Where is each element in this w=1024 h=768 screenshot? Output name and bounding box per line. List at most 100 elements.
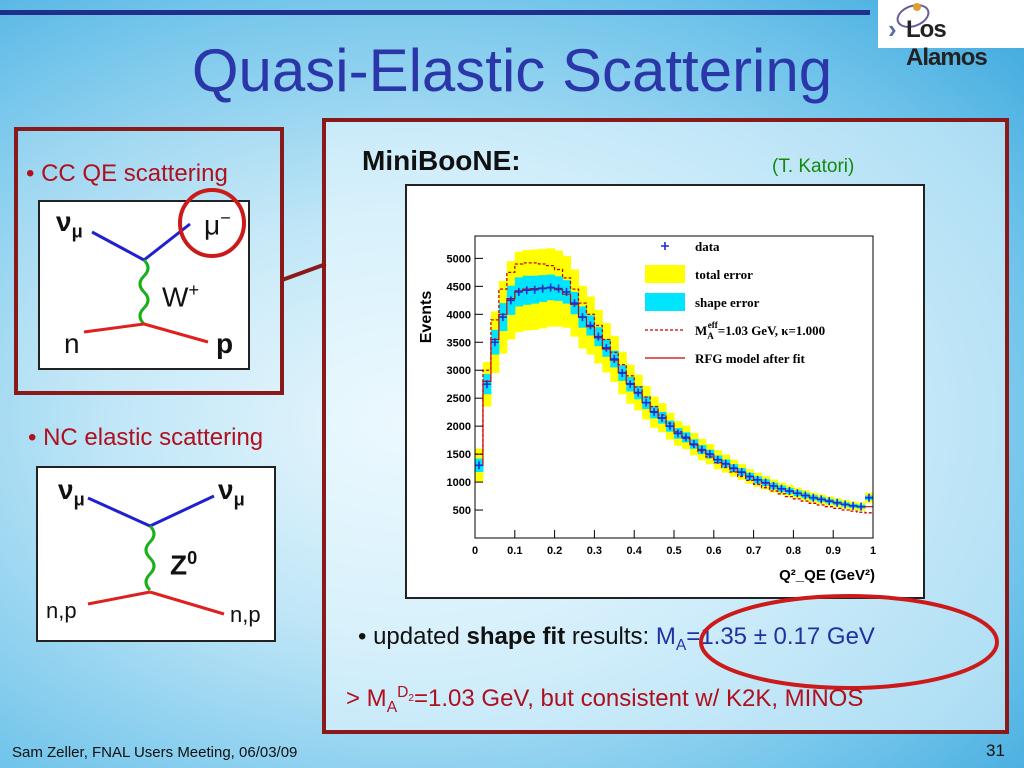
data-point [626,380,635,389]
data-point [865,493,874,502]
data-point [673,429,682,438]
data-point [785,487,794,496]
nc-elastic-diagram: νμ νμ Z0 n,p n,p [36,466,276,642]
y-tick-label: 2500 [447,393,471,405]
data-point [793,489,802,498]
data-point [594,332,603,341]
muon-label: μ− [204,208,231,241]
credit-label: (T. Katori) [772,156,855,177]
data-point [562,287,571,296]
y-tick-label: 2000 [447,421,471,433]
data-point [634,388,643,397]
data-point [817,495,826,504]
y-tick-label: 1500 [447,449,471,461]
legend-total-error-swatch [645,265,685,283]
top-rule [0,10,870,15]
nu-in-label: νμ [58,474,85,510]
x-tick-label: 0.5 [666,545,681,557]
data-point [498,313,507,322]
data-point [681,433,690,442]
miniboone-heading: MiniBooNE: [362,145,521,176]
data-point [849,501,858,510]
y-tick-label: 4000 [447,309,471,321]
data-point [658,413,667,422]
legend-shape-error-swatch [645,293,685,311]
data-point [522,286,531,295]
y-tick-label: 4500 [447,281,471,293]
legend-label: data [695,239,720,254]
data-point [578,313,587,322]
data-point [769,481,778,490]
data-point [514,287,523,296]
data-point [777,484,786,493]
atom-icon [913,3,921,11]
data-point [538,284,547,293]
legend-marker [661,242,669,250]
data-point [697,445,706,454]
logo-text: Los Alamos [906,16,988,71]
note-line: > MAD2=1.03 GeV, but consistent w/ K2K, … [346,684,864,716]
data-point [570,299,579,308]
data-point [602,343,611,352]
data-point [809,493,818,502]
plot-frame: 500 1000 1500 2000 2500 3000 3500 4000 4500 5000 0… [405,184,925,599]
y-tick-label: 5000 [447,253,471,265]
data-point [721,459,730,468]
data-point [745,472,754,481]
data-point [474,461,483,470]
cc-qe-bullet: • CC QE scattering [26,160,228,187]
x-tick-label: 0.3 [587,545,602,557]
data-point [857,502,866,511]
result-line: • updated shape fit results: MA=1.35 ± 0… [358,623,875,654]
muon-highlight-circle [178,188,246,258]
nucleon-out-label: n,p [230,602,261,627]
data-point [801,491,810,500]
data-point [729,464,738,473]
x-tick-label: 0 [472,545,478,557]
nc-elastic-lines [87,494,225,616]
data-point [530,285,539,294]
x-tick-label: 0.7 [746,545,761,557]
y-tick-label: 500 [453,505,471,517]
proton-label: p [216,328,234,359]
footer-text: Sam Zeller, FNAL Users Meeting, 06/03/09 [12,744,298,761]
nucleon-in-label: n,p [46,598,77,623]
data-point [586,321,595,330]
data-point [506,296,515,305]
y-tick-label: 3000 [447,365,471,377]
y-tick-label: 1000 [447,477,471,489]
x-tick-label: 0.1 [507,545,522,557]
q2-distribution-chart: 500 1000 1500 2000 2500 3000 3500 4000 4500 5000 0… [418,235,876,584]
nu-mu-label: νμ [56,206,83,242]
los-alamos-logo: › Los Alamos [878,0,1024,71]
data-point [761,478,770,487]
neutron-label: n [64,328,80,359]
result-highlight-ellipse [699,594,999,690]
data-point [482,380,491,389]
x-tick-label: 0.9 [826,545,841,557]
data-point [642,398,651,407]
y-axis-label: Events [418,291,435,344]
data-point [650,408,659,417]
page-number: 31 [986,741,1005,760]
model-dashed-line [475,262,873,514]
legend-label: RFG model after fit [695,351,806,366]
data-point [546,283,555,292]
data-point [705,450,714,459]
data-point [610,355,619,364]
legend-label: MAeff=1.03 GeV, κ=1.000 [695,320,825,341]
data-point [618,369,627,378]
data-point [841,500,850,509]
nc-elastic-bullet: • NC elastic scattering [28,424,264,451]
x-tick-label: 0.8 [786,545,801,557]
data-point [825,497,834,506]
data-point [490,338,499,347]
data-point [753,475,762,484]
x-axis-label: Q²_QE (GeV²) [779,567,875,584]
x-tick-label: 0.6 [706,545,721,557]
data-point [833,498,842,507]
legend-label: total error [695,267,753,282]
x-tick-label: 0.4 [627,545,643,557]
data-point [737,468,746,477]
